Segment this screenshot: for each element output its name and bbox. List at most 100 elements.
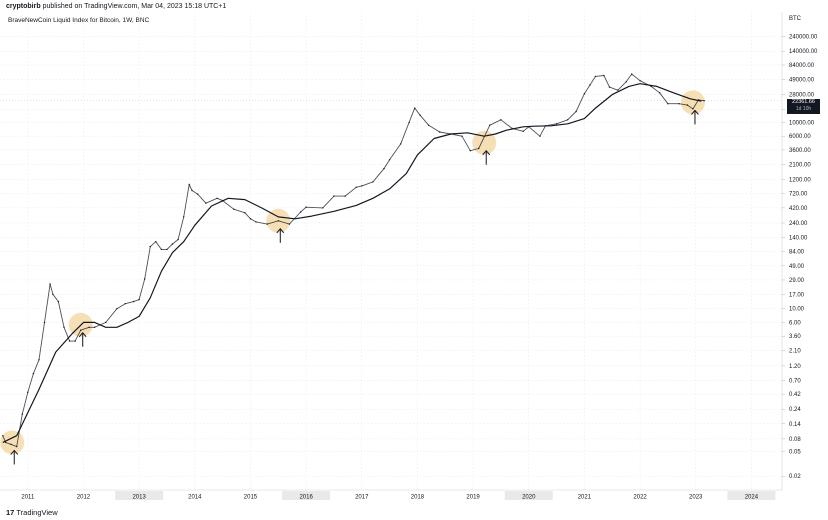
y-tick-label: 0.05	[789, 450, 801, 456]
price-point	[500, 119, 502, 121]
price-point	[191, 189, 193, 192]
y-tick-label: 49.00	[789, 264, 805, 270]
x-tick-label: 2013	[132, 495, 146, 501]
price-point	[439, 131, 441, 133]
price-point	[419, 114, 421, 117]
y-tick-label: 84.00	[789, 249, 805, 255]
price-point	[461, 135, 463, 137]
price-point	[16, 445, 18, 448]
price-point	[658, 92, 661, 94]
y-tick-label: 2100.00	[789, 162, 811, 168]
price-point	[692, 108, 694, 110]
price-point	[299, 211, 302, 213]
price-point	[144, 278, 146, 280]
price-point	[21, 413, 23, 415]
x-tick-label: 2023	[689, 495, 703, 501]
y-tick-label: 29.00	[789, 278, 805, 284]
x-tick-label: 2011	[21, 495, 35, 501]
price-point	[383, 167, 385, 170]
y-tick-label: 3.60	[789, 334, 801, 340]
price-point	[171, 243, 174, 245]
bar-countdown: 1d 10h	[795, 106, 812, 112]
up-arrow-head-icon	[78, 332, 87, 338]
x-tick-label: 2020	[522, 495, 536, 501]
price-point	[74, 340, 76, 342]
y-tick-label: 240000.00	[789, 35, 818, 41]
price-point	[333, 195, 335, 197]
last-price-tag: 22361.66 1d 10h	[787, 99, 820, 114]
up-arrow-head-icon	[10, 449, 19, 455]
price-point	[149, 245, 151, 248]
publisher-line: cryptobirb published on TradingView.com,…	[6, 3, 226, 10]
x-tick-label: 2016	[299, 495, 313, 501]
price-point	[205, 202, 207, 204]
up-arrow-head-icon	[482, 149, 491, 156]
price-point	[594, 75, 597, 78]
price-point	[539, 135, 541, 137]
x-axis-shade	[115, 491, 164, 500]
price-point	[88, 326, 90, 328]
price-point	[567, 119, 569, 121]
price-point	[469, 150, 471, 152]
price-point	[196, 193, 199, 195]
price-point	[555, 123, 558, 125]
price-point	[68, 340, 71, 342]
y-tick-label: 84000.00	[789, 63, 815, 69]
y-tick-label: 3600.00	[789, 148, 811, 154]
y-tick-label: 0.24	[789, 407, 801, 413]
y-tick-label: 0.08	[789, 437, 801, 443]
price-point	[589, 84, 591, 86]
up-arrow-head-icon	[691, 109, 699, 115]
price-point	[489, 124, 491, 126]
price-point	[160, 248, 163, 251]
y-tick-label: 6000.00	[789, 134, 811, 140]
price-point	[427, 124, 430, 126]
price-point	[4, 441, 7, 444]
tradingview-logo-text: TradingView	[16, 508, 58, 517]
price-point	[233, 208, 235, 210]
price-point	[344, 195, 346, 197]
moving-average-line	[2, 83, 702, 443]
y-tick-label: 0.70	[789, 378, 801, 384]
y-tick-label: 140000.00	[789, 49, 818, 55]
price-point	[27, 391, 29, 393]
price-point	[32, 372, 35, 375]
price-point	[244, 212, 246, 214]
x-axis-shade	[282, 491, 331, 500]
price-point	[183, 216, 185, 218]
price-point	[678, 103, 680, 105]
tradingview-logo[interactable]: 17 TradingView	[6, 508, 58, 517]
price-point	[188, 183, 190, 186]
x-tick-label: 2022	[633, 495, 647, 501]
price-point	[388, 159, 391, 161]
price-point	[686, 104, 689, 106]
x-tick-label: 2015	[244, 495, 258, 501]
publisher-username[interactable]: cryptobirb	[6, 3, 41, 10]
price-point	[2, 435, 4, 437]
price-point	[400, 143, 402, 145]
price-point	[249, 218, 252, 220]
last-price-value: 22361.66	[792, 99, 815, 105]
price-point	[355, 186, 357, 188]
price-point	[124, 303, 126, 305]
y-tick-label: 420.00	[789, 206, 808, 212]
x-tick-label: 2021	[578, 495, 592, 501]
x-axis-shade	[504, 491, 553, 500]
price-point	[414, 107, 416, 109]
highlight-circle-5	[680, 90, 705, 115]
price-series-line	[2, 73, 705, 448]
x-tick-label: 2014	[188, 495, 202, 501]
up-arrow-head-icon	[276, 228, 285, 234]
price-point	[575, 110, 577, 113]
price-point	[277, 220, 279, 222]
price-point	[305, 206, 307, 208]
price-point	[63, 326, 65, 328]
price-point	[603, 74, 605, 77]
y-tick-label: 6.00	[789, 320, 801, 326]
price-point	[322, 207, 324, 209]
price-point	[703, 100, 705, 102]
price-point	[631, 73, 633, 75]
price-point	[478, 147, 480, 150]
